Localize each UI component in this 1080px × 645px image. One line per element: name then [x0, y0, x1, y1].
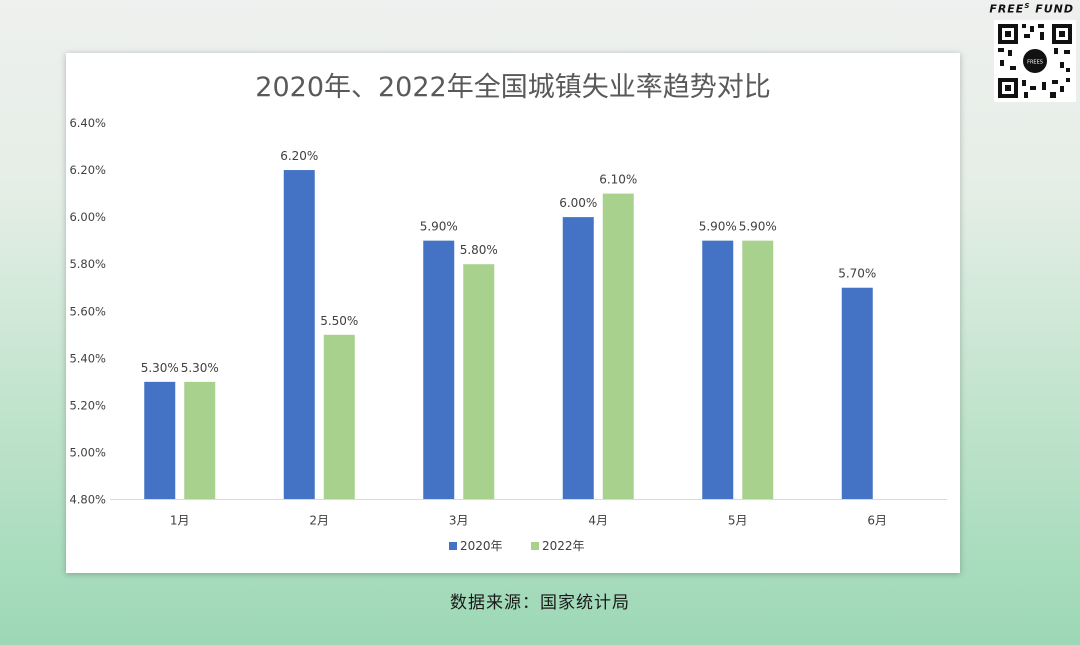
x-category-label: 5月: [728, 514, 748, 528]
data-label: 5.90%: [420, 220, 458, 234]
chart-title: 2020年、2022年全国城镇失业率趋势对比: [255, 72, 770, 103]
y-tick-label: 5.80%: [69, 257, 106, 271]
y-tick-label: 6.20%: [69, 163, 106, 177]
bar-2020年-1月: [144, 381, 176, 500]
bar-2022年-1月: [184, 381, 216, 500]
bar-2020年-5月: [702, 240, 734, 500]
data-label: 6.10%: [599, 173, 637, 187]
x-category-label: 4月: [588, 514, 608, 528]
y-tick-label: 6.00%: [69, 210, 106, 224]
data-label: 6.20%: [280, 149, 318, 163]
data-label: 5.30%: [141, 361, 179, 375]
source-note: 数据来源：国家统计局: [450, 593, 630, 613]
data-label: 5.30%: [181, 361, 219, 375]
bar-2020年-4月: [562, 217, 594, 500]
data-label: 5.70%: [838, 267, 876, 281]
bar-2022年-2月: [323, 334, 355, 500]
bar-2022年-5月: [742, 240, 774, 500]
bar-2020年-3月: [423, 240, 455, 500]
data-label: 6.00%: [559, 196, 597, 210]
bar-2020年-2月: [283, 170, 315, 500]
data-label: 5.80%: [460, 243, 498, 257]
x-category-label: 6月: [867, 514, 887, 528]
brand-logo: FREES FUND: [989, 2, 1074, 16]
bar-2022年-3月: [463, 264, 495, 500]
x-category-label: 1月: [170, 514, 190, 528]
bar-chart: 2020年、2022年全国城镇失业率趋势对比 4.80% 5.00% 5.20% 5.…: [69, 72, 947, 553]
data-label: 5.90%: [739, 220, 777, 234]
x-category-label: 3月: [449, 514, 469, 528]
chart-panel: 2020年、2022年全国城镇失业率趋势对比 4.80% 5.00% 5.20% 5.…: [66, 53, 960, 573]
legend-label: 2022年: [542, 539, 585, 553]
legend-swatch: [531, 542, 539, 550]
bar-2020年-6月: [841, 287, 873, 500]
qr-code: FREES: [994, 20, 1076, 102]
y-tick-label: 5.20%: [69, 398, 106, 412]
data-label: 5.90%: [699, 220, 737, 234]
y-tick-label: 6.40%: [69, 116, 106, 130]
legend-label: 2020年: [460, 539, 503, 553]
y-tick-label: 4.80%: [69, 493, 106, 507]
bar-2022年-4月: [602, 193, 634, 500]
x-category-label: 2月: [309, 514, 329, 528]
y-tick-label: 5.60%: [69, 304, 106, 318]
data-label: 5.50%: [320, 314, 358, 328]
svg-text:FREES: FREES: [1027, 60, 1043, 66]
y-tick-label: 5.00%: [69, 445, 106, 459]
y-tick-label: 5.40%: [69, 351, 106, 365]
legend-swatch: [449, 542, 457, 550]
